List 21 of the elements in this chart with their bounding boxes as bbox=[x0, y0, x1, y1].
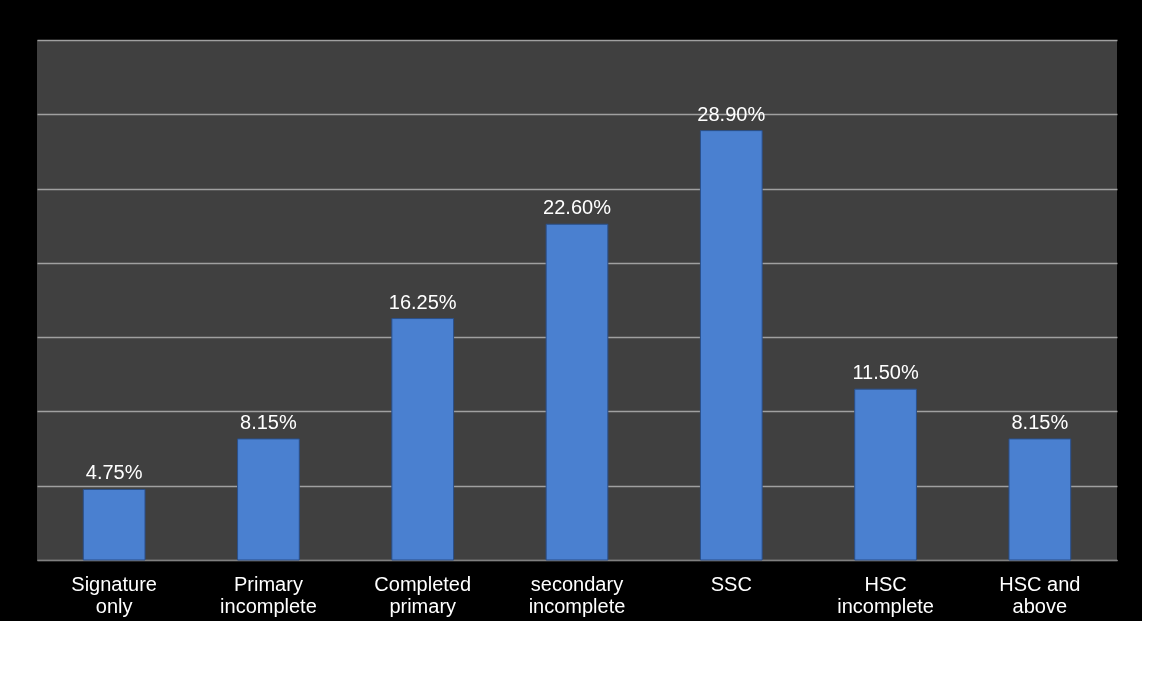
x-tick-label: Primary incomplete bbox=[220, 572, 317, 617]
data-label: 22.60% bbox=[543, 196, 612, 219]
bar bbox=[391, 318, 455, 561]
data-label: 4.75% bbox=[85, 461, 143, 484]
data-label: 16.25% bbox=[388, 290, 457, 313]
x-tick-label: SSC bbox=[710, 572, 752, 595]
data-label: 8.15% bbox=[240, 410, 297, 433]
data-label: 8.15% bbox=[1011, 410, 1069, 433]
bar bbox=[82, 488, 146, 561]
bar bbox=[854, 388, 917, 561]
bar bbox=[237, 438, 300, 561]
bar bbox=[699, 130, 763, 561]
x-tick-label: HSC and above bbox=[999, 572, 1081, 617]
bar bbox=[545, 223, 609, 561]
data-label: 28.90% bbox=[697, 102, 766, 125]
x-tick-label: Completed primary bbox=[374, 572, 472, 617]
x-tick-label: Signature only bbox=[71, 572, 157, 617]
x-tick-label: secondary incomplete bbox=[528, 572, 626, 617]
bar bbox=[1008, 438, 1072, 561]
data-label: 11.50% bbox=[852, 361, 919, 384]
x-tick-label: HSC incomplete bbox=[837, 572, 934, 617]
